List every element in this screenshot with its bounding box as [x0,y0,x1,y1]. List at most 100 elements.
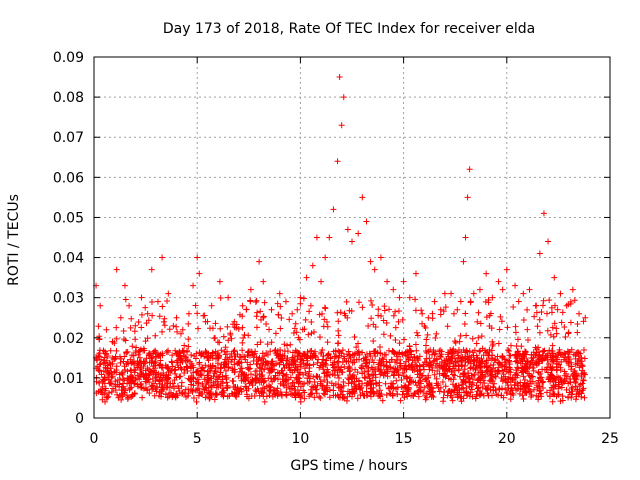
scatter-point [566,389,573,396]
scatter-point [185,386,192,393]
data-point [520,290,527,297]
scatter-point [235,387,242,394]
scatter-point [358,365,365,372]
scatter-point [559,393,566,400]
scatter-point [496,326,503,333]
scatter-point [160,369,167,376]
data-point [165,290,172,297]
scatter-point [405,388,412,395]
scatter-point [301,389,308,396]
scatter-point [148,299,155,306]
scatter-point [439,366,446,373]
scatter-point [125,360,132,367]
scatter-point [165,368,172,375]
data-point [126,302,133,309]
scatter-point [157,357,164,364]
scatter-point [396,362,403,369]
scatter-point [284,342,291,349]
scatter-point [540,297,547,304]
scatter-point [341,363,348,370]
scatter-point [100,360,107,367]
scatter-point [306,375,313,382]
scatter-point [164,363,171,370]
scatter-point [223,376,230,383]
scatter-point [450,376,457,383]
scatter-point [212,391,219,398]
data-point [441,290,448,297]
scatter-point [113,324,120,331]
scatter-point [538,308,545,315]
scatter-point [228,390,235,397]
scatter-point [396,340,403,347]
scatter-point [516,390,523,397]
scatter-point [416,367,423,374]
scatter-point [543,366,550,373]
scatter-point [316,364,323,371]
scatter-point [474,318,481,325]
scatter-point [261,299,268,306]
scatter-point [222,351,229,358]
scatter-point [264,341,271,348]
scatter-point [469,349,476,356]
x-tick-label: 10 [291,431,309,447]
scatter-point [193,350,200,357]
scatter-point [423,336,430,343]
scatter-point [444,351,451,358]
scatter-point [542,353,549,360]
scatter-point [260,378,267,385]
scatter-point [289,391,296,398]
scatter-point [231,361,238,368]
scatter-point [298,356,305,363]
scatter-point [122,337,129,344]
scatter-point [162,391,169,398]
scatter-point [412,307,419,314]
data-point [400,278,407,285]
scatter-point [227,330,234,337]
scatter-point [256,364,263,371]
scatter-point [165,347,172,354]
scatter-point [429,367,436,374]
scatter-point [176,373,183,380]
axis-ticks [93,56,611,419]
scatter-point [173,357,180,364]
scatter-point [103,351,110,358]
scatter-point [188,352,195,359]
scatter-point [164,379,171,386]
scatter-point [215,353,222,360]
scatter-point [113,335,120,342]
scatter-point [118,383,125,390]
scatter-point [577,381,584,388]
scatter-point [504,389,511,396]
scatter-point [346,365,353,372]
data-point [313,234,320,241]
scatter-point [135,318,142,325]
scatter-point [264,365,271,372]
scatter-point [422,392,429,399]
scatter-point [574,386,581,393]
scatter-point [456,386,463,393]
scatter-point [311,394,318,401]
scatter-point [270,366,277,373]
scatter-point [112,387,119,394]
scatter-point [302,316,309,323]
scatter-point [327,355,334,362]
scatter-point [536,316,543,323]
scatter-point [472,395,479,402]
scatter-point [235,326,242,333]
scatter-point [103,357,110,364]
scatter-point [224,323,231,330]
data-point [454,306,461,313]
scatter-point [536,349,543,356]
scatter-point [108,380,115,387]
scatter-point [383,319,390,326]
data-point [349,238,355,245]
data-point [179,326,186,333]
scatter-point [260,314,267,321]
scatter-point [346,376,353,383]
data-point [419,310,426,317]
scatter-point [260,393,267,400]
scatter-point [184,348,191,355]
scatter-point [253,324,260,331]
scatter-point [230,348,237,355]
scatter-point [580,377,587,384]
